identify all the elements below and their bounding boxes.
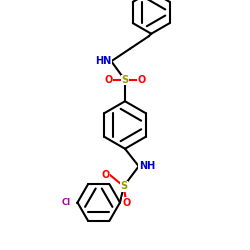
- Text: O: O: [137, 75, 145, 85]
- Text: O: O: [102, 170, 110, 180]
- Text: O: O: [122, 198, 130, 207]
- Text: Cl: Cl: [62, 198, 70, 207]
- Text: S: S: [120, 181, 127, 191]
- Text: S: S: [122, 75, 128, 85]
- Text: HN: HN: [95, 56, 111, 66]
- Text: O: O: [104, 75, 113, 85]
- Text: NH: NH: [139, 161, 155, 171]
